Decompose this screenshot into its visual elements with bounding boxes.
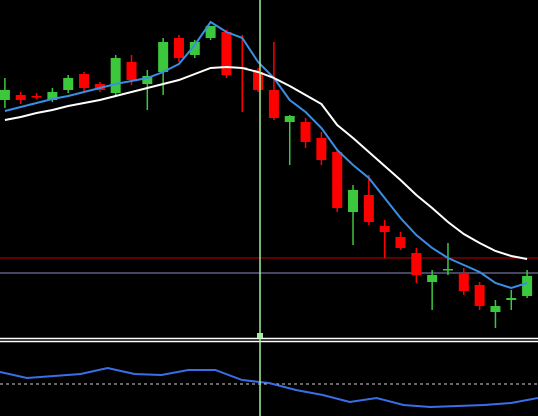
candle-body (411, 253, 422, 275)
candle-body (205, 26, 216, 38)
candle-body (458, 274, 469, 291)
candle-body (47, 92, 58, 100)
candle-body (490, 306, 501, 312)
candle-body (158, 42, 169, 72)
candle-body (126, 62, 137, 80)
candle-body (253, 72, 264, 90)
candle-body (474, 285, 485, 306)
crosshair-handle (257, 333, 263, 338)
candle-body (15, 95, 26, 100)
candle-body (31, 96, 42, 98)
candle-body (0, 90, 10, 100)
indicator-pane (0, 366, 538, 409)
candle-body (110, 58, 121, 93)
line (4, 20, 528, 290)
candle-body (506, 298, 517, 300)
candle-body (221, 32, 232, 75)
candle-body (332, 152, 343, 208)
candle-body (79, 74, 90, 88)
candle-body (442, 269, 453, 271)
candle-body (348, 190, 359, 212)
candle-body (284, 116, 295, 122)
line (0, 366, 538, 409)
candle-body (189, 42, 200, 55)
candle-body (522, 276, 533, 296)
candle-body (379, 226, 390, 232)
line (4, 65, 528, 260)
candle-body (427, 275, 438, 282)
candle-body (363, 195, 374, 222)
candle-body (173, 38, 184, 58)
candle-body (316, 138, 327, 160)
candle-body (268, 90, 279, 118)
candle-body (142, 76, 153, 84)
candle-body (395, 237, 406, 248)
candle-body (63, 78, 74, 90)
candle-body (300, 122, 311, 142)
price-pane (0, 20, 538, 328)
